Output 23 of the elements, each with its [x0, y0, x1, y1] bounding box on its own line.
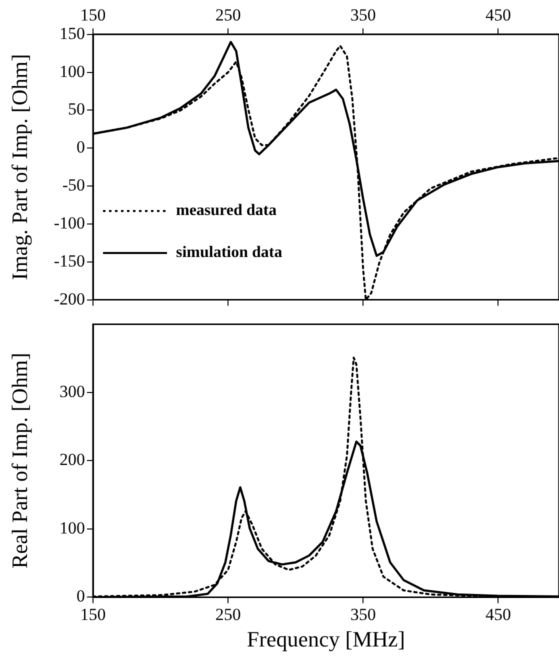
y-tick-label: 150 [60, 24, 85, 43]
y-tick-label: 0 [76, 138, 85, 157]
y-tick-label: 200 [60, 450, 85, 470]
x-tick-label: 250 [215, 604, 241, 624]
y-tick-label: 100 [60, 518, 85, 538]
x2-tick-label: 350 [350, 6, 376, 25]
y-tick-label: 300 [60, 382, 85, 401]
y-axis-title: Real Part of Imp. [Ohm] [6, 352, 32, 569]
legend-label: measured data [176, 202, 277, 220]
y-tick-label: 100 [60, 62, 85, 81]
legend-label: simulation data [176, 244, 282, 262]
y-tick-label: 0 [76, 586, 85, 606]
y-axis-title: Imag. Part of Imp. [Ohm] [6, 54, 32, 280]
x2-tick-label: 250 [215, 6, 241, 25]
x-axis-title: Frequency [MHz] [246, 626, 406, 652]
y-tick-label: -150 [54, 251, 85, 270]
y-tick-label: -200 [54, 289, 85, 308]
x-tick-label: 350 [350, 604, 376, 624]
x-tick-label: 450 [485, 604, 511, 624]
y-tick-label: 50 [68, 100, 85, 119]
y-tick-label: -50 [62, 176, 85, 195]
x2-tick-label: 450 [485, 6, 511, 25]
y-tick-label: -100 [54, 213, 85, 232]
